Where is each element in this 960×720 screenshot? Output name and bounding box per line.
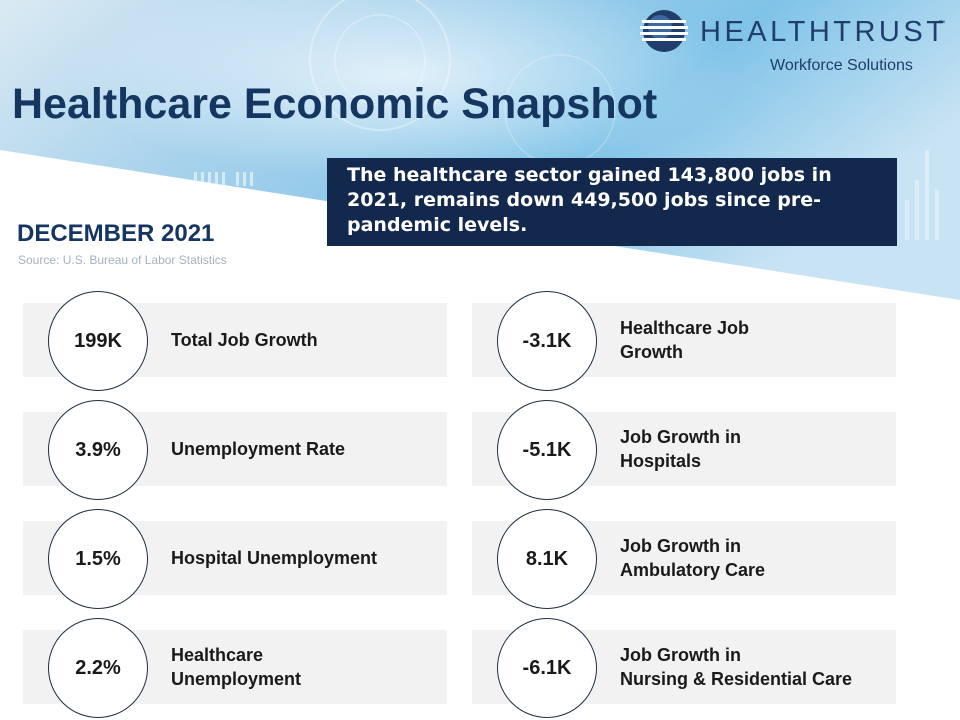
metric-label: Total Job Growth (171, 330, 318, 350)
metric-card-total-job-growth: 199K Total Job Growth (23, 291, 447, 391)
metric-card-nursing-job-growth: -6.1K Job Growth in Nursing & Residentia… (472, 618, 896, 718)
metric-card-healthcare-job-growth: -3.1K Healthcare Job Growth (472, 291, 896, 391)
metric-label: Hospital Unemployment (171, 548, 378, 568)
metric-value: -5.1K (497, 400, 597, 500)
logo-subtitle: Workforce Solutions (770, 57, 913, 74)
metric-value: 1.5% (48, 509, 148, 609)
metric-card-unemployment-rate: 3.9% Unemployment Rate (23, 400, 447, 500)
metric-card-healthcare-unemployment: 2.2% Healthcare Unemployment (23, 618, 447, 718)
page-title: Healthcare Economic Snapshot (12, 80, 658, 128)
data-source: Source: U.S. Bureau of Labor Statistics (18, 253, 227, 267)
metric-value: 8.1K (497, 509, 597, 609)
metric-card-hospital-job-growth: -5.1K Job Growth in Hospitals (472, 400, 896, 500)
metric-value: 2.2% (48, 618, 148, 718)
metric-card-hospital-unemployment: 1.5% Hospital Unemployment (23, 509, 447, 609)
globe-logo-icon (640, 10, 688, 52)
logo-name: HEALTHTRUST (700, 16, 948, 48)
metric-value: 3.9% (48, 400, 148, 500)
healthtrust-logo: HEALTHTRUST ™ Workforce Solutions (636, 8, 956, 78)
headline-callout: The healthcare sector gained 143,800 job… (327, 158, 897, 246)
metric-label: Job Growth in Nursing & Residential Care (620, 645, 853, 689)
metric-label: Job Growth in Hospitals (620, 427, 741, 471)
metric-value: 199K (48, 291, 148, 391)
metric-label: Healthcare Job Growth (620, 318, 750, 362)
report-period: DECEMBER 2021 (17, 220, 215, 247)
metric-card-ambulatory-job-growth: 8.1K Job Growth in Ambulatory Care (472, 509, 896, 609)
metric-value: -6.1K (497, 618, 597, 718)
metric-value: -3.1K (497, 291, 597, 391)
metric-label: Healthcare Unemployment (171, 645, 302, 689)
metric-label: Unemployment Rate (171, 439, 346, 459)
logo-trademark: ™ (938, 20, 945, 27)
metric-label: Job Growth in Ambulatory Care (620, 536, 766, 580)
